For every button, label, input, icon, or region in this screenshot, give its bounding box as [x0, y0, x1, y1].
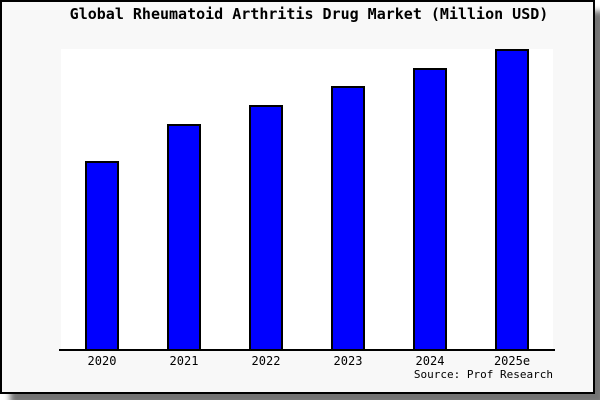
- chart-inner: Global Rheumatoid Arthritis Drug Market …: [2, 2, 593, 392]
- bar-2021: [167, 124, 201, 349]
- bar-2025e: [495, 49, 529, 349]
- chart-card: Global Rheumatoid Arthritis Drug Market …: [0, 0, 595, 394]
- bar-2020: [85, 161, 119, 349]
- x-axis-labels: 2020 2021 2022 2023 2024 2025e: [61, 355, 553, 369]
- plot-area: [61, 49, 553, 349]
- source-note: Source: Prof Research: [413, 368, 553, 381]
- x-axis-line: [59, 349, 555, 351]
- x-axis-label-2020: 2020: [87, 354, 117, 368]
- x-axis-label-2021: 2021: [169, 354, 199, 368]
- x-axis-label-2022: 2022: [251, 354, 281, 368]
- chart-title: Global Rheumatoid Arthritis Drug Market …: [69, 5, 549, 23]
- x-axis-label-2024: 2024: [415, 354, 445, 368]
- x-axis-label-2023: 2023: [333, 354, 363, 368]
- bar-2023: [331, 86, 365, 349]
- x-axis-label-2025e: 2025e: [493, 354, 531, 368]
- bar-2022: [249, 105, 283, 349]
- bar-2024: [413, 68, 447, 349]
